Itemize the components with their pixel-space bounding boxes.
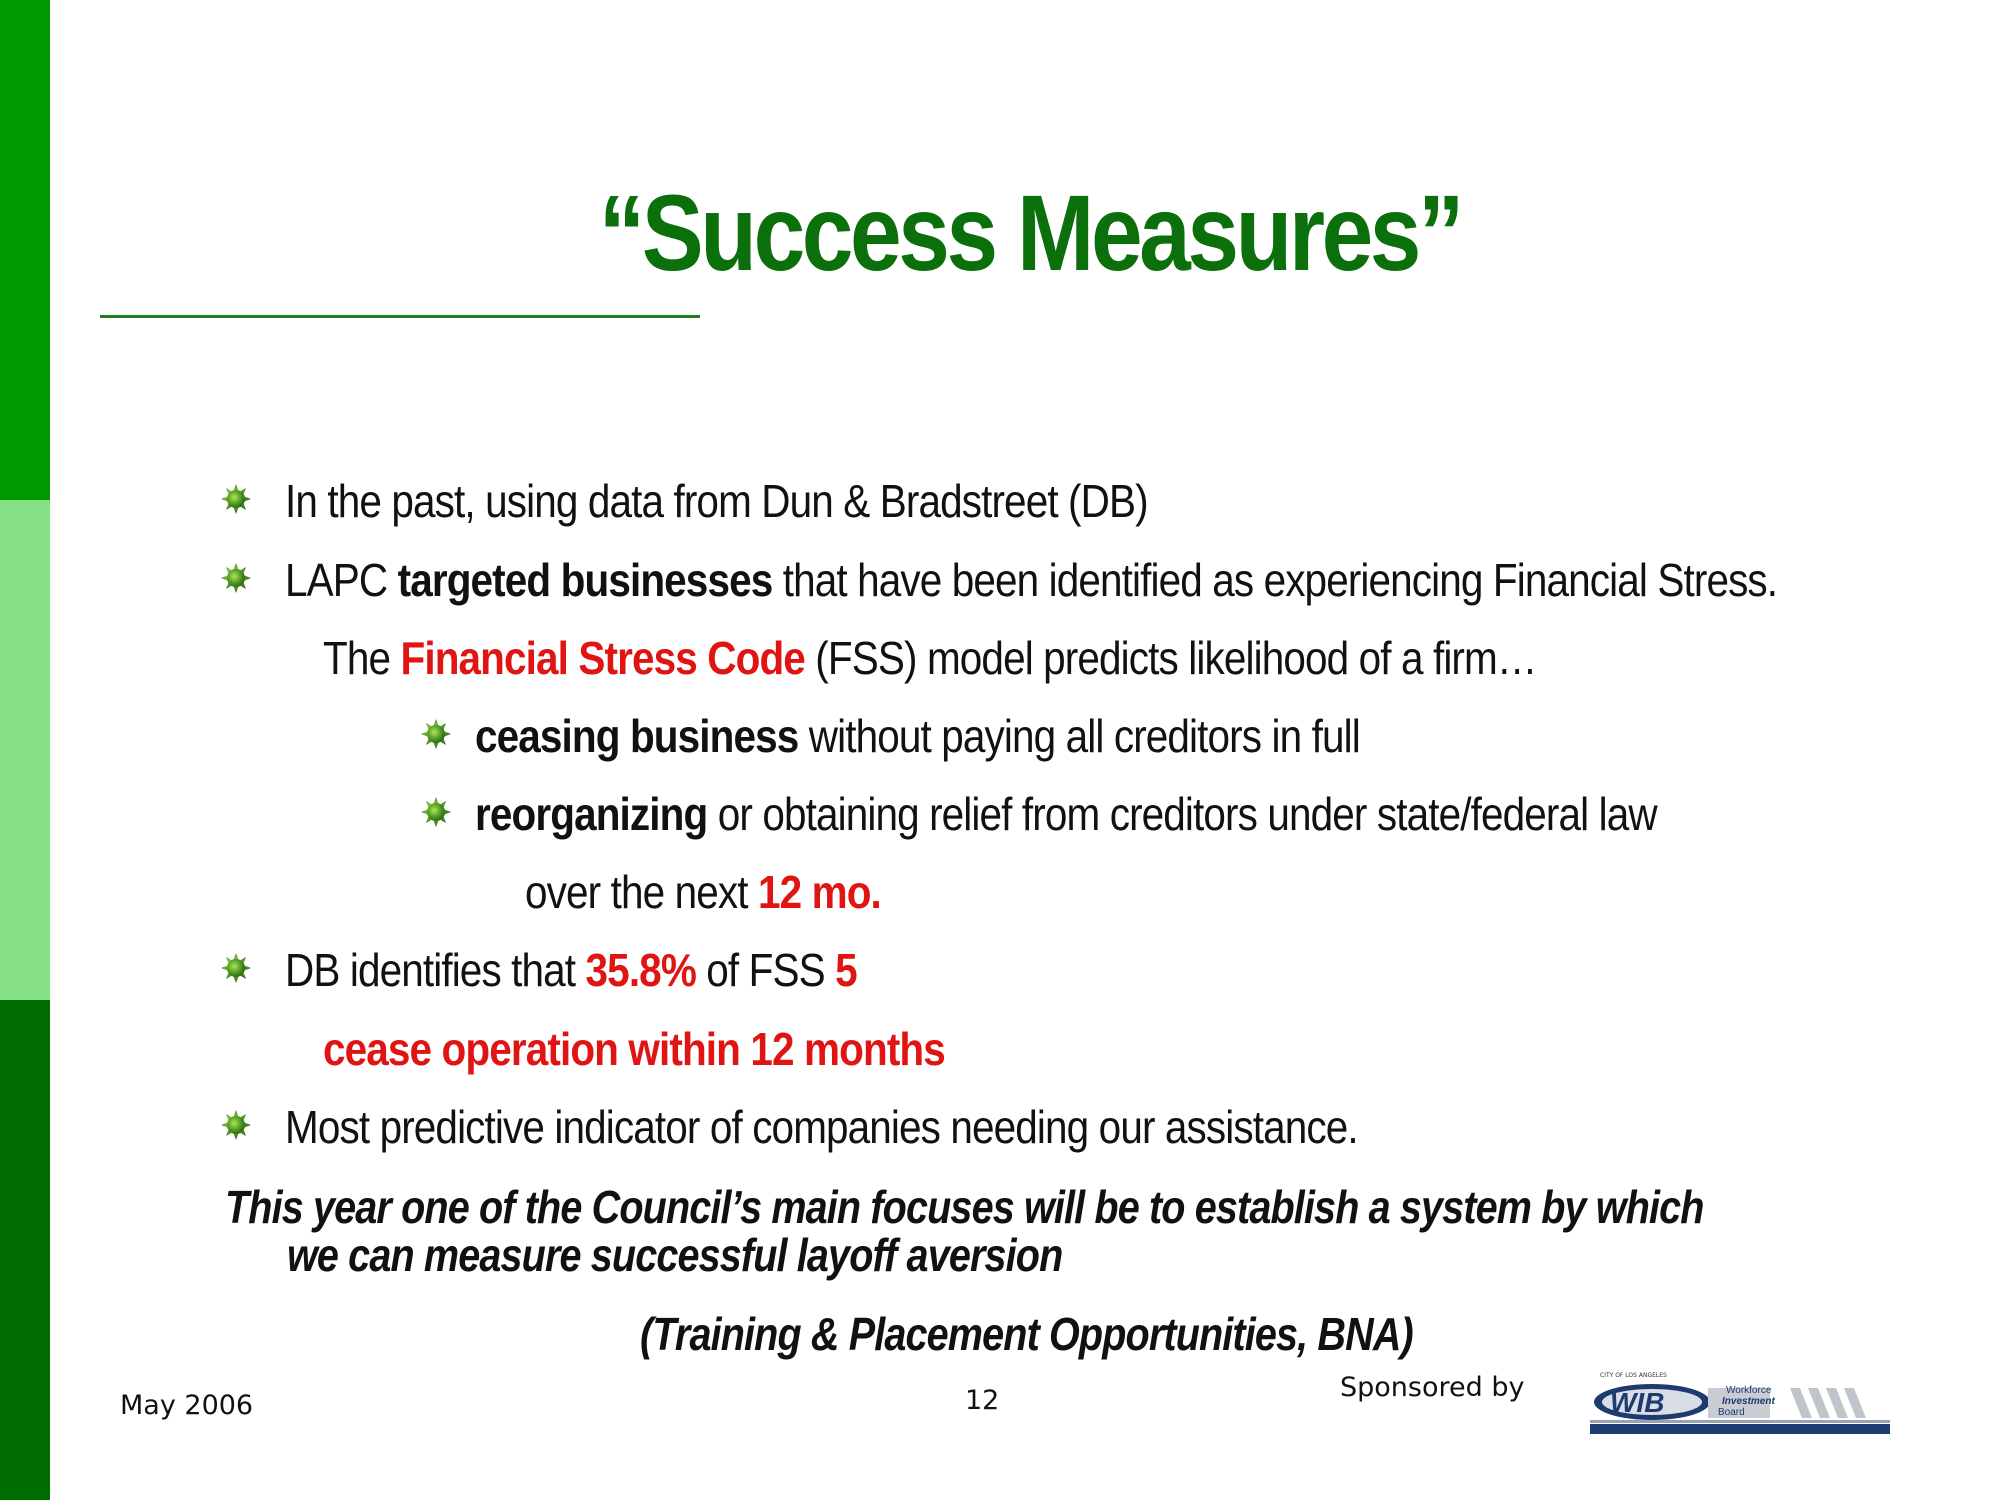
sub-bullet-2-bold: reorganizing: [475, 788, 708, 840]
bullet-2-prefix: LAPC: [285, 554, 398, 606]
green-star-bullet-icon: [420, 718, 452, 750]
closing-line-1: This year one of the Council’s main focu…: [225, 1181, 1704, 1233]
sidebar-stripe-top: [0, 0, 50, 500]
sub-bullet-1-bold: ceasing business: [475, 710, 799, 762]
sub-bullet-line-1: ceasing business without paying all cred…: [475, 709, 1361, 763]
wib-logo: CITY OF LOS ANGELES WIB Workforce Invest…: [1590, 1368, 1890, 1440]
logo-top-text: CITY OF LOS ANGELES: [1600, 1372, 1667, 1379]
fss-prefix: The: [323, 632, 401, 684]
sub-bullet-1-rest: without paying all creditors in full: [798, 710, 1361, 762]
bullet-line-1: In the past, using data from Dun & Brads…: [285, 474, 1149, 528]
bullet-3-middle: of FSS: [695, 944, 836, 996]
bullet-line-3: DB identifies that 35.8% of FSS 5: [285, 943, 858, 997]
green-star-bullet-icon: [220, 483, 252, 515]
bullet-3-num: 5: [835, 944, 858, 996]
logo-line-1: Workforce: [1726, 1385, 1772, 1396]
bullet-3-pct: 35.8%: [585, 944, 697, 996]
green-star-bullet-icon: [220, 952, 252, 984]
footer-date: May 2006: [120, 1390, 254, 1421]
logo-mark: WIB: [1610, 1387, 1664, 1418]
logo-line-3: Board: [1718, 1407, 1745, 1418]
green-star-bullet-icon: [420, 796, 452, 828]
sub-bullet-2-rest: or obtaining relief from creditors under…: [707, 788, 1658, 840]
bullet-2-bold: targeted businesses: [397, 554, 774, 606]
fss-highlight: Financial Stress Code: [400, 632, 805, 684]
closing-line-3: (Training & Placement Opportunities, BNA…: [640, 1308, 1414, 1360]
green-star-bullet-icon: [220, 1109, 252, 1141]
footer-page-number: 12: [965, 1385, 1000, 1416]
cease-operation-line: cease operation within 12 months: [323, 1023, 946, 1075]
logo-line-2: Investment: [1722, 1396, 1775, 1407]
over-next-line: over the next 12 mo.: [525, 865, 882, 919]
fss-suffix: (FSS) model predicts likelihood of a fir…: [804, 632, 1537, 684]
footer-sponsored-by: Sponsored by: [1340, 1372, 1525, 1403]
title-underline: [100, 315, 700, 318]
green-star-bullet-icon: [220, 562, 252, 594]
fss-model-line: The Financial Stress Code (FSS) model pr…: [323, 631, 1537, 685]
over-highlight: 12 mo.: [757, 866, 882, 918]
bullet-3-prefix: DB identifies that: [285, 944, 586, 996]
sub-bullet-line-2: reorganizing or obtaining relief from cr…: [475, 787, 1658, 841]
bullet-4-text: Most predictive indicator of companies n…: [285, 1101, 1359, 1153]
over-prefix: over the next: [525, 866, 758, 918]
sidebar-stripe-middle: [0, 500, 50, 1000]
bullet-line-2: LAPC targeted businesses that have been …: [285, 553, 1778, 607]
closing-line-2: we can measure successful layoff aversio…: [287, 1229, 1063, 1281]
bullet-1-text: In the past, using data from Dun & Brads…: [285, 475, 1149, 527]
slide-title: “Success Measures”: [598, 172, 1465, 293]
bullet-line-4: Most predictive indicator of companies n…: [285, 1100, 1359, 1154]
sidebar-stripe-bottom: [0, 1000, 50, 1500]
bullet-2-suffix: that have been identified as experiencin…: [772, 554, 1778, 606]
